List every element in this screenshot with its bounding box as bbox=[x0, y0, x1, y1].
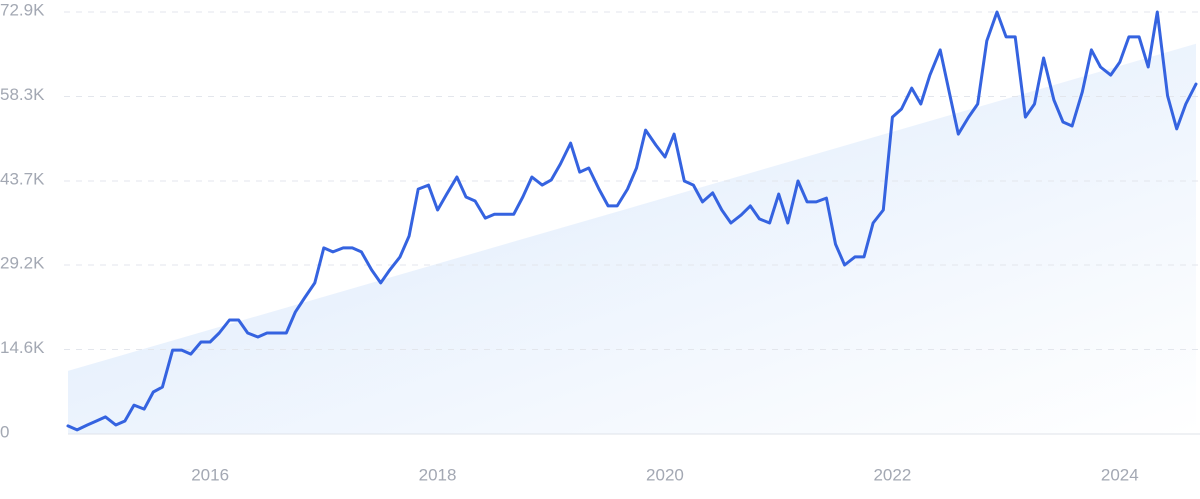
trend-line bbox=[66, 10, 1198, 432]
x-tick-label: 2016 bbox=[191, 465, 229, 484]
y-tick-label: 0 bbox=[0, 422, 9, 441]
x-tick-label: 2018 bbox=[419, 465, 457, 484]
x-tick-label: 2020 bbox=[646, 465, 684, 484]
y-tick-label: 43.7K bbox=[0, 170, 45, 189]
y-tick-label: 14.6K bbox=[0, 338, 45, 357]
y-tick-label: 29.2K bbox=[0, 253, 45, 272]
x-tick-label: 2024 bbox=[1101, 465, 1139, 484]
y-tick-label: 72.9K bbox=[0, 0, 45, 19]
y-tick-label: 58.3K bbox=[0, 85, 45, 104]
x-tick-label: 2022 bbox=[873, 465, 911, 484]
trend-area bbox=[68, 43, 1196, 435]
